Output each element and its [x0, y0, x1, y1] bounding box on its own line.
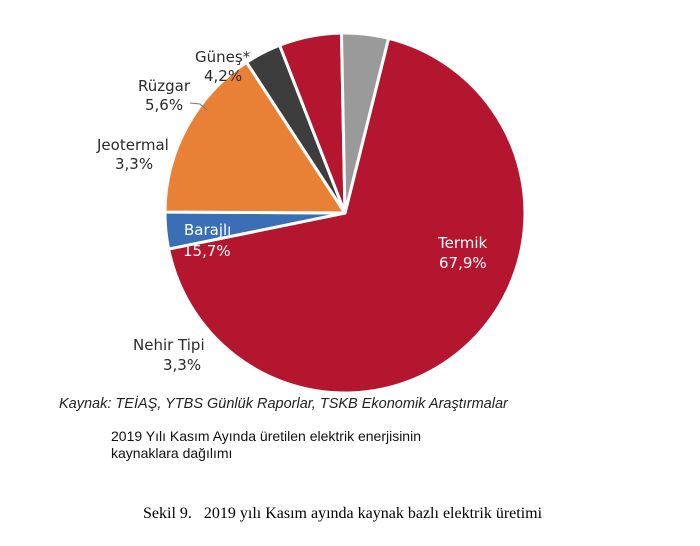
pie-slices [163, 31, 527, 395]
pie-slice-termik [167, 36, 527, 395]
source-note: Kaynak: TEİAŞ, YTBS Günlük Raporlar, TSK… [59, 396, 508, 412]
slice-value-gunes: 4,2% [204, 67, 242, 85]
slice-value-ruzgar: 5,6% [145, 96, 183, 114]
slice-label-gunes: Güneş* [195, 48, 251, 66]
figure-caption: Sekil 9. 2019 yılı Kasım ayında kaynak b… [143, 505, 543, 522]
pie-slice-barajlı [163, 60, 347, 215]
slice-value-termik: 67,9% [439, 254, 487, 272]
slice-value-jeotermal: 3,3% [115, 155, 153, 173]
slice-label-termik: Termik [437, 234, 488, 252]
slice-label-ruzgar: Rüzgar [138, 77, 191, 95]
slice-label-nehir-tipi: Nehir Tipi [133, 336, 205, 354]
slice-value-barajli: 15,7% [183, 242, 231, 260]
slice-label-jeotermal: Jeotermal [96, 136, 169, 154]
slice-value-nehir-tipi: 3,3% [163, 356, 201, 374]
slice-label-barajli: Barajlı [184, 221, 231, 239]
ruzgar-leader-line [189, 102, 208, 111]
chart-description: 2019 Yılı Kasım Ayında üretilen elektrik… [111, 428, 421, 461]
pie-slice-güneş [339, 31, 391, 215]
